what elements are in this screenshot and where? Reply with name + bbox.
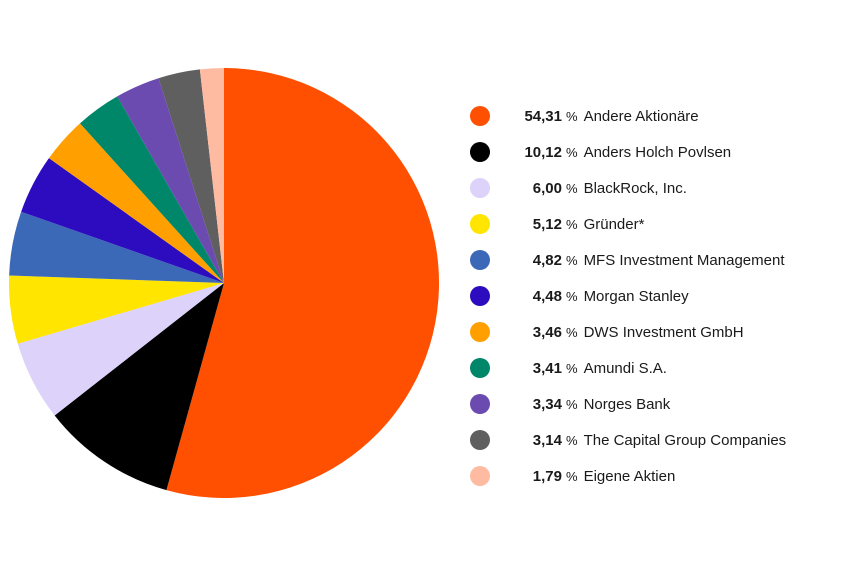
legend-color-dot	[470, 214, 490, 234]
legend-label: The Capital Group Companies	[583, 431, 787, 449]
legend-unit: %	[566, 360, 578, 376]
pie-slice-4	[9, 211, 224, 283]
legend-value: 3,34	[532, 395, 562, 413]
legend-label: MFS Investment Management	[583, 251, 785, 269]
legend-unit: %	[566, 396, 578, 412]
legend-label: Morgan Stanley	[583, 287, 689, 305]
legend-item: 3,14 % The Capital Group Companies	[470, 422, 786, 458]
legend-item: 3,34 % Norges Bank	[470, 386, 786, 422]
legend-label: Gründer*	[583, 215, 645, 233]
legend-unit: %	[566, 432, 578, 448]
pie-slice-5	[21, 158, 224, 283]
legend-unit: %	[566, 288, 578, 304]
legend-label: DWS Investment GmbH	[583, 323, 744, 341]
pie-chart	[8, 67, 440, 498]
legend-unit: %	[566, 108, 578, 124]
legend-color-dot	[470, 394, 490, 414]
legend-item: 54,31 % Andere Aktionäre	[470, 98, 786, 134]
legend-value: 3,14	[532, 431, 562, 449]
legend-color-dot	[470, 106, 490, 126]
legend-unit: %	[566, 252, 578, 268]
legend-item: 3,41 % Amundi S.A.	[470, 350, 786, 386]
pie-slice-10	[199, 68, 224, 283]
pie-slice-8	[117, 78, 224, 283]
legend-unit: %	[566, 468, 578, 484]
legend-unit: %	[566, 216, 578, 232]
legend-value: 10,12	[524, 143, 562, 161]
pie-slice-0	[166, 67, 440, 498]
legend-color-dot	[470, 466, 490, 486]
legend-item: 3,46 % DWS Investment GmbH	[470, 314, 786, 350]
legend-color-dot	[470, 286, 490, 306]
legend-item: 4,48 % Morgan Stanley	[470, 278, 786, 314]
legend-item: 6,00 % BlackRock, Inc.	[470, 170, 786, 206]
legend-item: 5,12 % Gründer*	[470, 206, 786, 242]
legend-label: Norges Bank	[583, 395, 671, 413]
legend-color-dot	[470, 250, 490, 270]
legend-label: Eigene Aktien	[583, 467, 676, 485]
pie-slice-1	[54, 283, 224, 491]
legend-color-dot	[470, 430, 490, 450]
pie-slice-7	[79, 96, 225, 283]
legend-value: 5,12	[532, 215, 562, 233]
legend-item: 10,12 % Anders Holch Povlsen	[470, 134, 786, 170]
legend-value: 4,82	[532, 251, 562, 269]
legend-item: 1,79 % Eigene Aktien	[470, 458, 786, 494]
pie-slice-3	[8, 275, 225, 344]
legend-label: Andere Aktionäre	[583, 107, 699, 125]
legend-value: 3,41	[532, 359, 562, 377]
pie-slice-2	[17, 283, 225, 416]
legend-label: Amundi S.A.	[583, 359, 667, 377]
legend-value: 1,79	[532, 467, 562, 485]
legend-color-dot	[470, 322, 490, 342]
legend-unit: %	[566, 180, 578, 196]
legend-unit: %	[566, 144, 578, 160]
legend-color-dot	[470, 358, 490, 378]
legend-label: BlackRock, Inc.	[583, 179, 687, 197]
legend-label: Anders Holch Povlsen	[583, 143, 732, 161]
legend-color-dot	[470, 178, 490, 198]
legend-item: 4,82 % MFS Investment Management	[470, 242, 786, 278]
pie-slice-6	[48, 123, 224, 283]
chart-legend: 54,31 % Andere Aktionäre 10,12 % Anders …	[470, 98, 786, 494]
legend-value: 3,46	[532, 323, 562, 341]
legend-value: 6,00	[532, 179, 562, 197]
legend-unit: %	[566, 324, 578, 340]
pie-slice-9	[158, 69, 224, 283]
legend-value: 54,31	[524, 107, 562, 125]
legend-value: 4,48	[532, 287, 562, 305]
legend-color-dot	[470, 142, 490, 162]
